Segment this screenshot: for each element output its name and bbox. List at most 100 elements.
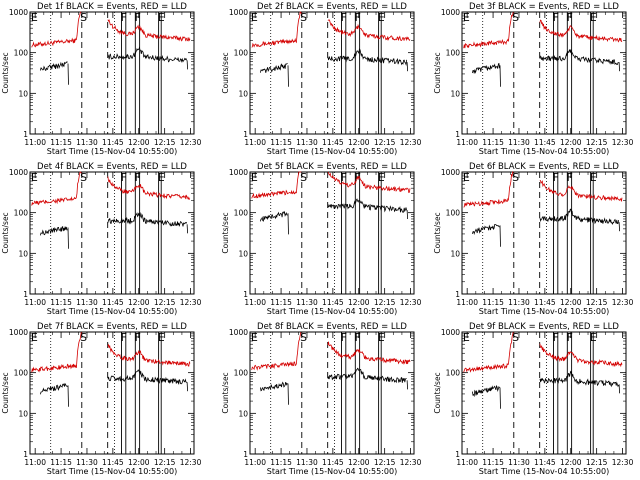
x-tick-label: 11:00: [456, 298, 478, 307]
interval-letter: F: [121, 171, 127, 184]
panel-det-9: Det 9f BLACK = Events, RED = LLD 1 10 100 10…: [433, 322, 634, 476]
interval-letter: E: [378, 331, 385, 344]
interval-letter: F: [354, 11, 360, 24]
x-tick-label: 12:30: [400, 298, 422, 307]
x-tick-label: 11:15: [50, 138, 72, 147]
interval-letter: E: [31, 331, 38, 344]
interval-letter: E: [31, 11, 38, 24]
y-tick-label: 10: [450, 89, 460, 98]
interval-letter: E: [31, 171, 38, 184]
y-axis-label: Counts/sec: [1, 212, 10, 253]
panel-det-7: Det 7f BLACK = Events, RED = LLD 1 10 100 10…: [1, 322, 202, 476]
interval-letter: E: [251, 11, 258, 24]
interval-letter: S: [512, 171, 519, 184]
series-lld-line: [31, 331, 191, 373]
panel-det-1: Det 1f BLACK = Events, RED = LLD 1 10 100 10…: [1, 2, 202, 156]
panel-title: Det 5f BLACK = Events, RED = LLD: [257, 162, 407, 172]
x-tick-label: 11:45: [102, 138, 124, 147]
x-tick-label: 11:30: [508, 298, 530, 307]
y-tick-label: 1: [243, 450, 248, 459]
y-tick-label: 1: [23, 450, 28, 459]
plot-frame: [249, 331, 415, 455]
x-tick-label: 12:30: [612, 458, 634, 467]
interval-letter: F: [134, 331, 140, 344]
y-tick-label: 10: [238, 249, 248, 258]
interval-letter: E: [463, 11, 470, 24]
interval-letter: F: [553, 171, 559, 184]
y-axis-label: Counts/sec: [221, 372, 230, 413]
x-tick-label: 11:45: [534, 138, 556, 147]
y-tick-label: 100: [446, 49, 461, 58]
interval-letter: E: [378, 171, 385, 184]
y-tick-label: 100: [234, 209, 249, 218]
y-tick-label: 1000: [441, 328, 460, 337]
y-tick-label: 100: [14, 49, 29, 58]
y-tick-label: 100: [14, 209, 29, 218]
x-tick-label: 11:15: [270, 138, 292, 147]
interval-letter: F: [566, 171, 572, 184]
x-tick-label: 11:00: [24, 138, 46, 147]
x-tick-label: 11:15: [270, 298, 292, 307]
series-lld-line: [463, 11, 623, 49]
y-tick-label: 100: [446, 209, 461, 218]
y-tick-label: 1000: [9, 8, 28, 17]
x-tick-label: 11:15: [50, 298, 72, 307]
series-events-line: [260, 198, 408, 235]
x-tick-label: 11:30: [76, 138, 98, 147]
y-tick-label: 10: [238, 89, 248, 98]
x-tick-label: 12:00: [560, 298, 582, 307]
x-tick-label: 11:30: [296, 458, 318, 467]
y-tick-label: 1: [23, 290, 28, 299]
series-lld-line: [251, 171, 411, 199]
series-events-line: [40, 212, 188, 249]
x-tick-label: 11:30: [76, 458, 98, 467]
panel-title: Det 7f BLACK = Events, RED = LLD: [37, 322, 187, 332]
series-lld-line: [31, 11, 191, 48]
plot-frame: [29, 11, 195, 135]
x-tick-label: 12:15: [154, 138, 176, 147]
interval-letter: F: [553, 331, 559, 344]
y-tick-label: 10: [238, 409, 248, 418]
x-tick-label: 11:00: [244, 138, 266, 147]
x-tick-label: 11:30: [296, 138, 318, 147]
plot-frame: [461, 11, 627, 135]
x-tick-label: 12:15: [374, 138, 396, 147]
interval-letter: S: [300, 331, 307, 344]
y-tick-label: 100: [234, 49, 249, 58]
y-tick-label: 1: [455, 290, 460, 299]
series-lld-line: [251, 11, 411, 48]
panel-title: Det 2f BLACK = Events, RED = LLD: [257, 2, 407, 12]
x-tick-label: 11:00: [244, 458, 266, 467]
interval-letter: S: [512, 331, 519, 344]
series-events-line: [260, 367, 408, 405]
plot-frame: [461, 171, 627, 295]
interval-letter: F: [566, 331, 572, 344]
series-events-line: [472, 370, 620, 409]
series-events-line: [472, 208, 620, 247]
x-tick-label: 12:30: [612, 138, 634, 147]
y-tick-label: 1000: [229, 328, 248, 337]
interval-letter: E: [378, 11, 385, 24]
x-tick-label: 11:45: [102, 298, 124, 307]
y-tick-label: 10: [450, 249, 460, 258]
interval-letter: E: [590, 171, 597, 184]
x-tick-label: 11:30: [76, 298, 98, 307]
y-tick-label: 1000: [229, 168, 248, 177]
series-lld-line: [463, 331, 623, 373]
series-events-line: [40, 46, 188, 85]
x-tick-label: 12:15: [154, 298, 176, 307]
panel-title: Det 8f BLACK = Events, RED = LLD: [257, 322, 407, 332]
y-axis-label: Counts/sec: [221, 52, 230, 93]
y-tick-label: 1000: [9, 168, 28, 177]
x-tick-label: 12:00: [348, 138, 370, 147]
x-tick-label: 12:00: [560, 458, 582, 467]
panel-title: Det 6f BLACK = Events, RED = LLD: [469, 162, 619, 172]
x-tick-label: 12:15: [586, 298, 608, 307]
x-tick-label: 11:30: [508, 458, 530, 467]
series-events-line: [40, 369, 188, 407]
x-tick-label: 11:30: [508, 138, 530, 147]
plot-frame: [29, 331, 195, 455]
y-axis-label: Counts/sec: [433, 372, 442, 413]
x-tick-label: 11:45: [534, 298, 556, 307]
x-tick-label: 12:15: [374, 458, 396, 467]
